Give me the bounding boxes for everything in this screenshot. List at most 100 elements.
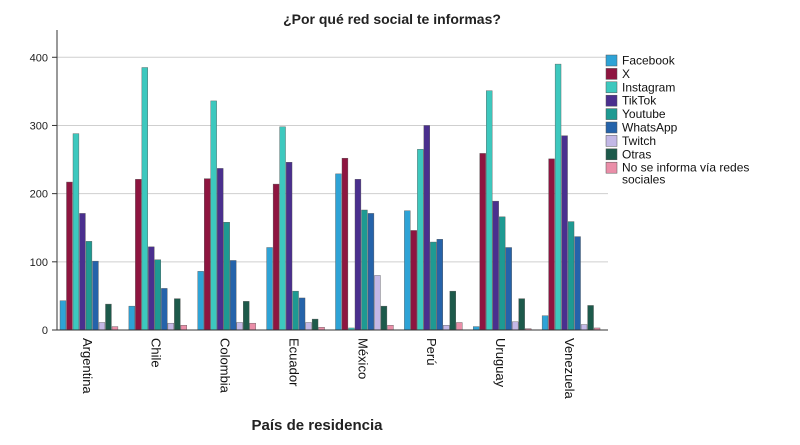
bar-tiktok-ecuador (285, 162, 293, 331)
bar-twitch-venezuela (580, 324, 588, 331)
x-category-label: Chile (149, 338, 164, 368)
bar-tiktok-chile (148, 246, 155, 331)
bar-facebook-venezuela (541, 315, 549, 331)
y-tick-label: 400 (30, 52, 48, 64)
bar-twitch-m-xico (374, 275, 381, 331)
bar-youtube-m-xico (361, 209, 368, 331)
bar-x-chile (135, 179, 142, 331)
x-category-label: Argentina (80, 338, 95, 394)
bar-tiktok-venezuela (561, 135, 568, 331)
bar-twitch-ecuador (305, 322, 312, 331)
bar-facebook-uruguay (473, 326, 480, 331)
x-category-label: Perú (424, 338, 439, 365)
legend-swatch (605, 108, 618, 120)
bar-facebook-argentina (59, 300, 67, 331)
bar-youtube-uruguay (499, 216, 506, 331)
legend: FacebookXInstagramTikTokYoutubeWhatsAppT… (605, 54, 749, 187)
bar-x-venezuela (548, 158, 555, 331)
legend-swatch (605, 54, 618, 67)
legend-label: Facebook (622, 54, 676, 68)
bar-facebook-m-xico (335, 173, 342, 331)
bar-instagram-chile (141, 67, 148, 331)
bar-facebook-chile (128, 305, 135, 331)
bar-x-m-xico (341, 157, 349, 331)
bar-tiktok-colombia (217, 168, 224, 331)
x-category-label: Colombia (218, 338, 233, 394)
bar-whatsapp-colombia (230, 260, 237, 331)
legend-label: No se informa vía redes sociales (622, 161, 749, 187)
bar-tiktok-per- (423, 125, 430, 331)
bar-tiktok-argentina (79, 213, 86, 331)
legend-swatch (605, 94, 618, 107)
bar-youtube-venezuela (567, 221, 575, 331)
bar-instagram-ecuador (279, 126, 286, 331)
bar-no-se-informa-v-a-redes-sociales-per- (456, 322, 463, 331)
y-tick-label: 100 (30, 257, 48, 269)
bar-no-se-informa-v-a-redes-sociales-argentina (111, 326, 119, 331)
bar-x-per- (410, 230, 417, 331)
bar-instagram-argentina (72, 133, 80, 331)
bar-youtube-per- (430, 241, 437, 331)
legend-swatch (605, 68, 618, 80)
legend-label: TikTok (622, 94, 657, 108)
bar-facebook-colombia (197, 271, 204, 331)
x-category-label: Ecuador (286, 338, 301, 387)
bar-otras-ecuador (311, 318, 319, 331)
x-category-label: Venezuela (562, 338, 577, 399)
gridlines (57, 56, 608, 263)
bar-instagram-per- (417, 149, 424, 331)
y-tick-label: 200 (30, 189, 48, 201)
x-category-label: Uruguay (493, 338, 508, 388)
legend-swatch (605, 81, 618, 94)
legend-swatch (605, 135, 618, 147)
bar-whatsapp-argentina (92, 260, 99, 331)
x-axis-title: País de residencia (252, 417, 384, 434)
bar-whatsapp-per- (436, 239, 443, 331)
bar-facebook-per- (404, 210, 411, 331)
bar-whatsapp-venezuela (574, 236, 581, 331)
bar-instagram-venezuela (554, 63, 562, 331)
bar-instagram-colombia (210, 100, 217, 331)
legend-swatch (605, 161, 618, 174)
bar-otras-chile (174, 298, 181, 331)
bar-no-se-informa-v-a-redes-sociales-m-xico (387, 325, 394, 331)
bars (59, 63, 601, 331)
bar-x-colombia (204, 178, 211, 331)
bar-x-ecuador (272, 183, 280, 331)
bar-otras-m-xico (380, 305, 388, 331)
legend-swatch (605, 148, 618, 161)
bar-whatsapp-ecuador (298, 297, 306, 331)
y-tick-label: 0 (42, 325, 48, 337)
y-tick-label: 300 (30, 120, 48, 132)
bar-otras-venezuela (587, 305, 594, 331)
bar-tiktok-m-xico (354, 179, 362, 331)
legend-label: Youtube (622, 107, 666, 121)
axes: 0 100 200 300 400 Argentina Chile Colombia Ecuad… (30, 30, 608, 399)
bar-facebook-ecuador (266, 247, 273, 331)
legend-label: Otras (622, 147, 651, 161)
bar-twitch-colombia (236, 322, 243, 331)
bar-youtube-argentina (85, 241, 93, 331)
bar-x-uruguay (479, 153, 486, 331)
bar-twitch-chile (167, 322, 174, 331)
legend-label: X (622, 67, 630, 81)
bar-otras-per- (449, 290, 456, 331)
x-category-label: México (355, 338, 370, 379)
legend-label: Twitch (622, 134, 656, 148)
bar-whatsapp-m-xico (367, 213, 375, 331)
legend-label: WhatsApp (622, 121, 678, 135)
legend-label: Instagram (622, 80, 675, 94)
bar-youtube-chile (154, 259, 161, 331)
bar-otras-colombia (243, 301, 250, 331)
bar-youtube-colombia (223, 222, 230, 331)
bar-no-se-informa-v-a-redes-sociales-colombia (249, 322, 256, 331)
bar-whatsapp-chile (161, 288, 168, 331)
bar-instagram-uruguay (486, 90, 493, 331)
bar-twitch-argentina (98, 322, 106, 331)
bar-otras-uruguay (518, 298, 525, 331)
bar-no-se-informa-v-a-redes-sociales-chile (180, 325, 187, 331)
legend-swatch (605, 121, 618, 134)
bar-twitch-per- (443, 325, 450, 331)
bar-twitch-uruguay (512, 321, 519, 331)
